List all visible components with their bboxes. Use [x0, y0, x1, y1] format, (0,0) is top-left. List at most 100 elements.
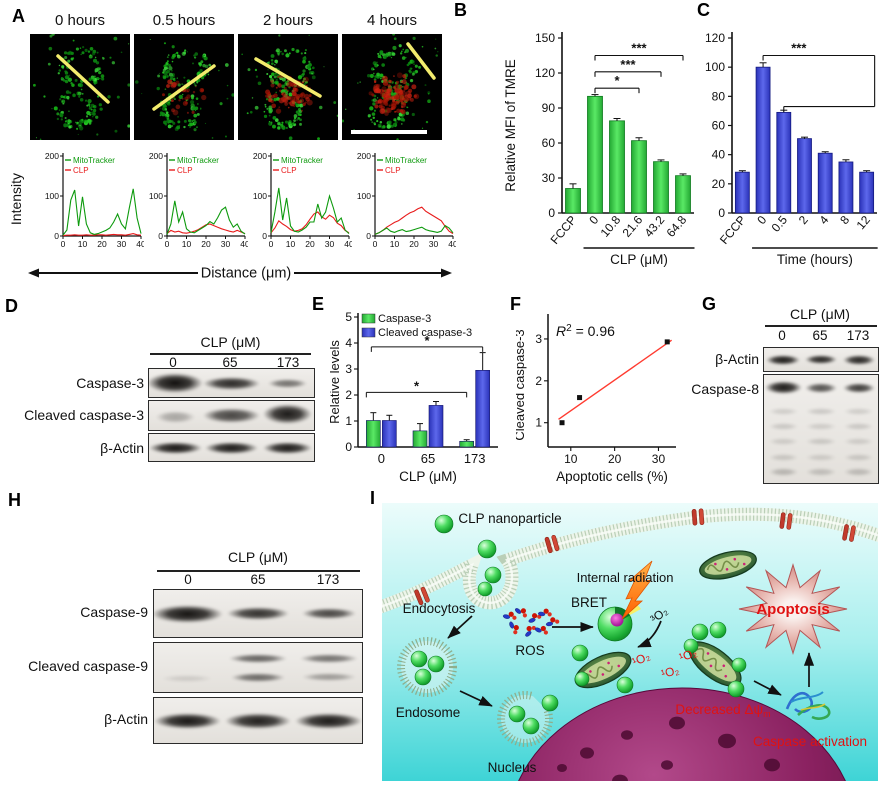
tmre-time-bar-chart: 020406080100120Relative MFI of TMREFCCP0… [705, 31, 878, 267]
svg-text:20: 20 [409, 239, 419, 249]
svg-text:30: 30 [325, 239, 335, 249]
blot-cleaved-caspase-3 [148, 400, 315, 431]
clp-nanoparticle-sphere [616, 676, 634, 694]
clp-nanoparticle-sphere [477, 539, 497, 559]
caspase-activation-label: Caspase activation [753, 734, 867, 749]
nucleus-label: Nucleus [488, 760, 537, 775]
svg-text:90: 90 [542, 101, 556, 115]
bar-0.5 [776, 111, 792, 214]
radionuclide-core [610, 613, 624, 627]
blot-band [805, 355, 837, 364]
membrane-protein [779, 512, 793, 530]
clp-nanoparticle-sphere [571, 644, 589, 662]
svg-text:CLP: CLP [73, 166, 89, 175]
ros-molecule [525, 625, 536, 637]
singlet-oxygen-label-3: ¹O₂ [659, 663, 680, 681]
svg-text:CLP: CLP [177, 166, 193, 175]
endosome [397, 637, 457, 697]
svg-text:0: 0 [165, 239, 170, 249]
timepoint-title-0: 0 hours [54, 12, 106, 29]
distance-axis-label: Distance (μm) [201, 266, 292, 282]
ros-molecule [502, 611, 517, 620]
blot-row-label-caspase3: Caspase-3 [76, 375, 144, 391]
svg-text:MitoTracker: MitoTracker [73, 156, 115, 165]
process-arrow [447, 615, 473, 639]
svg-text:2: 2 [796, 213, 811, 227]
data-point [577, 395, 583, 401]
svg-text:173: 173 [464, 451, 486, 466]
lane-label-g-0: 0 [778, 328, 786, 343]
timepoint-title-2: 2 hours [262, 12, 314, 29]
blot-band [154, 712, 221, 729]
clp-nanoparticle-sphere [410, 650, 428, 668]
relative-levels-bar-chart: 0 1 2 3 4 5 Relative levels Caspase-3 Cleaved ca… [330, 310, 498, 484]
svg-text:0: 0 [269, 239, 274, 249]
svg-text:0.5: 0.5 [769, 213, 791, 235]
blot-band [203, 408, 260, 423]
svg-text:1: 1 [535, 416, 542, 430]
svg-text:0: 0 [54, 231, 59, 241]
clp-nanoparticle-sphere [414, 668, 432, 686]
blot-bactin-g [763, 347, 879, 372]
clp-nanoparticle-sphere [508, 705, 526, 723]
blot-band [262, 404, 313, 425]
blot-row-label-bactin-g: β-Actin [715, 351, 759, 367]
svg-text:20: 20 [712, 177, 726, 191]
blot-band [842, 382, 875, 393]
lane-label-g-173: 173 [846, 328, 870, 343]
blot-caspase-8 [763, 374, 879, 484]
blot-band [154, 604, 223, 623]
apoptosis-starburst [738, 563, 848, 655]
confocal-image-0h [30, 34, 130, 140]
svg-text:0: 0 [366, 231, 371, 241]
lane-label-h-173: 173 [316, 572, 340, 587]
process-arrow [753, 680, 782, 696]
svg-text:4: 4 [816, 213, 831, 227]
svg-text:12: 12 [854, 213, 874, 232]
svg-text:100: 100 [705, 60, 725, 74]
lane-label-h-0: 0 [184, 572, 192, 587]
bar-21.6 [631, 140, 647, 214]
svg-text:5: 5 [345, 310, 352, 324]
confocal-image-05h [134, 34, 234, 140]
svg-text:0: 0 [61, 239, 66, 249]
blot-row-label-cleaved-caspase9: Cleaved caspase-9 [28, 658, 148, 674]
svg-text:***: *** [620, 57, 636, 72]
svg-text:40: 40 [712, 148, 726, 162]
svg-text:200: 200 [253, 151, 267, 161]
blot-header-d: CLP (μM) [200, 334, 261, 350]
mechanism-schematic: CLP nanoparticle Endocytosis Endosome Nu… [382, 503, 878, 781]
svg-text:CLP (μM): CLP (μM) [399, 469, 457, 484]
blot-header-h: CLP (μM) [228, 549, 288, 565]
blot-band [301, 608, 356, 619]
bar-Cleaved caspase-3-65 [428, 405, 444, 448]
bar-64.8 [675, 175, 691, 214]
svg-text:100: 100 [357, 191, 371, 201]
blot-caspase-3 [148, 368, 315, 398]
svg-text:20: 20 [305, 239, 315, 249]
panel-label-c: C [697, 0, 710, 20]
mitochondrion [699, 550, 757, 580]
svg-text:3: 3 [535, 332, 542, 346]
bar-0 [587, 95, 603, 214]
blot-band [805, 382, 837, 393]
panel-label-h: H [8, 490, 21, 510]
blot-band [768, 438, 799, 446]
svg-text:0: 0 [262, 231, 267, 241]
svg-text:Cleaved caspase-3: Cleaved caspase-3 [516, 329, 527, 440]
blot-band [765, 381, 802, 395]
svg-text:40: 40 [136, 239, 144, 249]
svg-text:Cleaved caspase-3: Cleaved caspase-3 [378, 327, 472, 339]
panel-label-e: E [312, 294, 325, 314]
svg-text:0: 0 [373, 239, 378, 249]
ros-molecule [515, 608, 527, 618]
ros-molecule [534, 625, 548, 635]
data-point [664, 339, 670, 345]
header-rule-h [157, 570, 360, 572]
blot-band [299, 654, 358, 664]
decreased-membrane-potential-label: Decreased Δψm [675, 702, 770, 719]
blot-band [155, 410, 196, 423]
